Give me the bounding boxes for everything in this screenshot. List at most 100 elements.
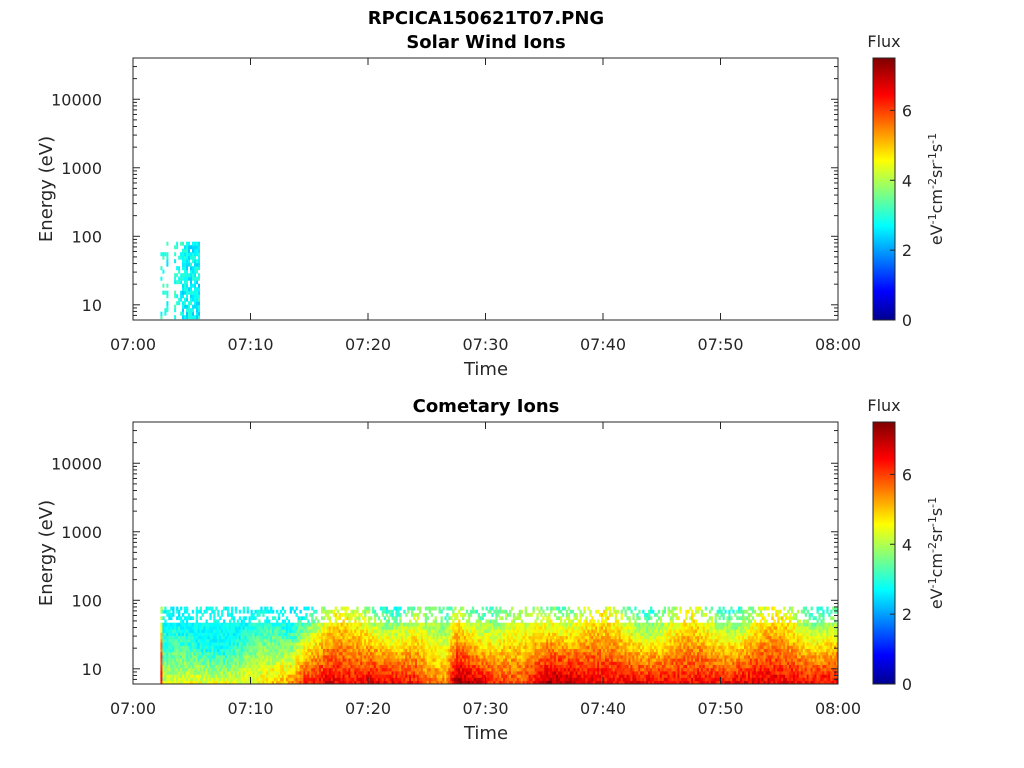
flux-pixel bbox=[505, 609, 508, 614]
flux-pixel bbox=[489, 667, 492, 672]
flux-pixel bbox=[176, 629, 179, 633]
flux-pixel bbox=[424, 619, 428, 624]
flux-pixel bbox=[507, 635, 510, 640]
flux-pixel bbox=[168, 625, 171, 630]
flux-pixel bbox=[477, 654, 480, 659]
flux-pixel bbox=[493, 670, 496, 675]
flux-pixel bbox=[342, 645, 345, 649]
flux-pixel bbox=[342, 661, 345, 665]
flux-pixel bbox=[467, 622, 471, 627]
flux-pixel bbox=[346, 635, 349, 640]
flux-pixel bbox=[579, 680, 582, 684]
flux-pixel bbox=[215, 654, 218, 659]
flux-pixel bbox=[311, 629, 314, 633]
flux-pixel bbox=[548, 632, 551, 637]
flux-pixel bbox=[248, 625, 251, 630]
flux-pixel bbox=[454, 674, 457, 678]
flux-pixel bbox=[260, 680, 263, 684]
flux-pixel bbox=[469, 613, 473, 617]
flux-pixel bbox=[440, 658, 443, 662]
flux-pixel bbox=[297, 638, 300, 643]
flux-pixel bbox=[176, 658, 179, 662]
flux-pixel bbox=[397, 609, 400, 614]
flux-pixel bbox=[368, 680, 371, 684]
flux-pixel bbox=[558, 642, 561, 646]
flux-pixel bbox=[395, 635, 398, 640]
flux-pixel bbox=[189, 632, 193, 637]
flux-pixel bbox=[160, 674, 163, 678]
flux-pixel bbox=[170, 622, 173, 627]
flux-pixel bbox=[452, 674, 455, 678]
flux-pixel bbox=[193, 632, 196, 637]
flux-pixel bbox=[295, 622, 298, 627]
flux-pixel bbox=[456, 638, 459, 643]
flux-pixel bbox=[182, 294, 184, 299]
flux-pixel bbox=[505, 674, 508, 678]
flux-pixel bbox=[190, 262, 192, 267]
flux-pixel bbox=[246, 667, 249, 672]
flux-pixel bbox=[456, 661, 459, 665]
flux-pixel bbox=[530, 654, 533, 659]
flux-pixel bbox=[321, 642, 324, 646]
flux-pixel bbox=[413, 606, 416, 611]
flux-pixel bbox=[556, 622, 559, 627]
flux-pixel bbox=[205, 667, 208, 672]
flux-pixel bbox=[182, 661, 185, 665]
flux-pixel bbox=[162, 252, 165, 257]
flux-pixel bbox=[295, 667, 298, 672]
flux-pixel bbox=[418, 658, 422, 662]
flux-pixel bbox=[483, 658, 486, 662]
flux-pixel bbox=[556, 625, 559, 630]
flux-pixel bbox=[184, 273, 186, 278]
flux-pixel bbox=[434, 680, 437, 684]
flux-pixel bbox=[180, 677, 183, 682]
flux-pixel bbox=[405, 658, 408, 662]
flux-pixel bbox=[407, 658, 410, 662]
flux-pixel bbox=[279, 635, 283, 640]
flux-pixel bbox=[411, 635, 414, 640]
flux-pixel bbox=[209, 632, 212, 637]
flux-pixel bbox=[197, 629, 200, 633]
flux-pixel bbox=[512, 654, 516, 659]
flux-pixel bbox=[460, 658, 463, 662]
flux-pixel bbox=[528, 645, 531, 649]
flux-pixel bbox=[507, 638, 510, 643]
flux-pixel bbox=[321, 638, 324, 643]
flux-pixel bbox=[458, 645, 461, 649]
flux-pixel bbox=[168, 642, 171, 646]
flux-pixel bbox=[295, 613, 298, 617]
flux-pixel bbox=[520, 667, 524, 672]
flux-pixel bbox=[522, 658, 525, 662]
flux-pixel bbox=[563, 674, 567, 678]
flux-pixel bbox=[401, 625, 404, 630]
flux-pixel bbox=[426, 661, 430, 665]
flux-pixel bbox=[170, 658, 173, 662]
flux-pixel bbox=[460, 661, 463, 665]
flux-pixel bbox=[507, 658, 510, 662]
flux-pixel bbox=[299, 667, 302, 672]
flux-pixel bbox=[172, 645, 175, 649]
flux-pixel bbox=[370, 632, 373, 637]
flux-pixel bbox=[485, 619, 488, 624]
flux-pixel bbox=[196, 276, 198, 281]
flux-pixel bbox=[563, 680, 567, 684]
flux-pixel bbox=[558, 664, 561, 669]
flux-pixel bbox=[160, 661, 163, 665]
flux-pixel bbox=[536, 642, 539, 646]
flux-pixel bbox=[373, 625, 377, 630]
flux-pixel bbox=[587, 680, 590, 684]
flux-pixel bbox=[281, 661, 285, 665]
flux-pixel bbox=[585, 661, 588, 665]
flux-pixel bbox=[448, 670, 451, 675]
flux-pixel bbox=[448, 651, 451, 656]
flux-pixel bbox=[344, 654, 347, 659]
flux-pixel bbox=[464, 661, 467, 665]
flux-pixel bbox=[569, 642, 572, 646]
flux-pixel bbox=[240, 648, 243, 653]
flux-pixel bbox=[230, 670, 234, 675]
flux-pixel bbox=[274, 645, 277, 649]
flux-pixel bbox=[516, 651, 520, 656]
flux-pixel bbox=[293, 632, 296, 637]
flux-pixel bbox=[581, 629, 584, 633]
flux-pixel bbox=[530, 677, 533, 682]
